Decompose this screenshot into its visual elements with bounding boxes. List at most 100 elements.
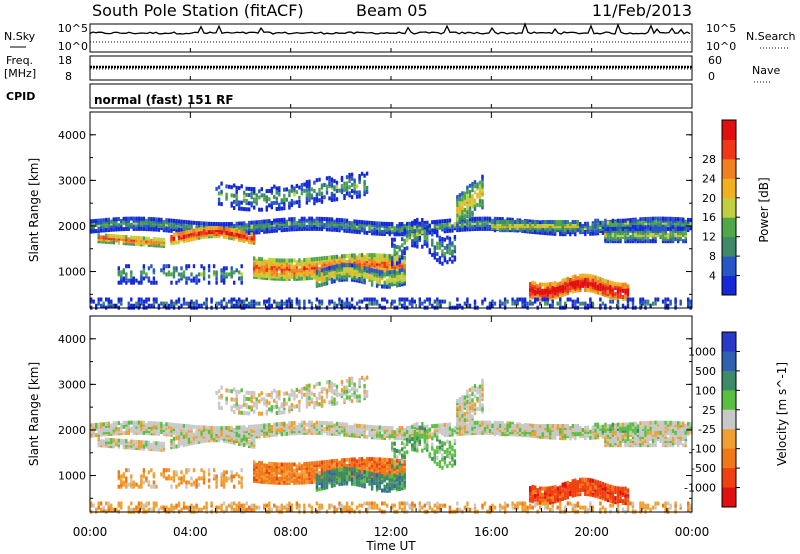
power-cell xyxy=(383,297,386,302)
power-cell xyxy=(381,261,384,266)
velocity-cell xyxy=(375,429,379,434)
power-cell xyxy=(388,226,391,231)
velocity-cell xyxy=(120,429,123,434)
power-cell xyxy=(365,263,369,268)
power-cell xyxy=(396,273,399,278)
power-cell xyxy=(378,255,381,260)
power-cell xyxy=(674,299,677,304)
power-cell xyxy=(358,190,361,195)
power-cell xyxy=(120,278,123,283)
power-cell xyxy=(170,272,173,277)
power-cell xyxy=(273,222,276,227)
power-cell xyxy=(383,282,386,287)
power-cell xyxy=(421,222,424,227)
power-cell xyxy=(95,303,98,308)
power-cell xyxy=(253,303,256,308)
power-cell xyxy=(122,227,125,232)
power-cell xyxy=(328,266,331,271)
velocity-cell xyxy=(466,427,469,432)
velocity-cell xyxy=(320,425,324,429)
power-cell xyxy=(355,301,359,306)
power-cell xyxy=(245,237,248,242)
power-cell xyxy=(363,190,366,195)
power-cell xyxy=(265,229,268,234)
power-cell xyxy=(636,239,640,244)
power-cell xyxy=(255,258,258,263)
power-cell xyxy=(273,218,276,223)
power-cell xyxy=(656,231,660,235)
power-cell xyxy=(438,235,442,240)
power-cell xyxy=(468,223,472,228)
power-cell xyxy=(370,271,374,276)
power-cell xyxy=(225,227,228,231)
power-cell xyxy=(554,220,557,224)
power-cell xyxy=(320,221,324,225)
power-cell xyxy=(418,236,421,240)
power-cell xyxy=(619,239,622,244)
power-cell xyxy=(421,225,424,230)
nsky-strip-frame xyxy=(89,23,693,53)
power-cell xyxy=(488,220,492,225)
power-cell xyxy=(117,223,120,228)
power-cell xyxy=(315,259,319,263)
power-cell xyxy=(448,218,452,223)
power-cell xyxy=(448,224,452,229)
power-cell xyxy=(355,259,359,264)
velocity-cell xyxy=(586,429,590,434)
power-cell xyxy=(428,228,431,233)
power-cell xyxy=(225,303,228,308)
velocity-cell xyxy=(137,420,141,425)
power-cell xyxy=(564,303,567,308)
power-cell xyxy=(646,221,650,225)
power-cell xyxy=(498,222,502,227)
power-cell xyxy=(270,225,273,229)
power-cell xyxy=(285,197,288,202)
power-cell xyxy=(222,270,226,275)
power-cell xyxy=(248,227,251,232)
velocity-cell xyxy=(393,430,396,435)
power-cell xyxy=(473,184,477,189)
power-cell xyxy=(571,277,574,282)
power-cell xyxy=(243,239,246,243)
power-cell xyxy=(626,284,630,289)
power-cell xyxy=(363,257,366,262)
power-cell xyxy=(190,220,193,225)
velocity-cell xyxy=(468,421,472,425)
power-cell xyxy=(205,226,208,231)
power-cell xyxy=(328,261,331,266)
velocity-cell xyxy=(195,429,198,434)
velocity-cell xyxy=(345,422,349,427)
power-cell xyxy=(240,272,243,277)
power-cell xyxy=(293,192,296,197)
velocity-cell xyxy=(476,420,479,425)
power-cell xyxy=(175,240,178,245)
power-cell xyxy=(152,301,156,306)
power-cell xyxy=(330,299,334,304)
velocity-cell xyxy=(330,423,334,428)
power-cell xyxy=(679,231,682,235)
power-cell xyxy=(315,196,319,201)
power-cell xyxy=(363,220,366,225)
power-cell xyxy=(531,301,534,306)
power-cell xyxy=(255,220,258,225)
velocity-cell xyxy=(278,422,281,427)
power-cell xyxy=(406,297,409,302)
power-cell xyxy=(187,233,191,238)
velocity-cell xyxy=(157,421,161,426)
power-cell xyxy=(215,301,218,306)
velocity-cell xyxy=(278,424,281,429)
power-cell xyxy=(461,197,464,202)
freq-trace xyxy=(90,65,692,70)
velocity-cell xyxy=(340,424,344,429)
power-cell xyxy=(180,227,183,232)
power-cell xyxy=(436,225,439,230)
power-cell xyxy=(280,258,283,263)
power-cell xyxy=(325,255,329,260)
velocity-cell xyxy=(423,424,426,429)
colorbar-swatch xyxy=(722,217,736,238)
power-cell xyxy=(403,251,406,255)
power-cell xyxy=(360,171,364,176)
power-cell xyxy=(190,272,193,277)
velocity-cell xyxy=(177,427,181,432)
